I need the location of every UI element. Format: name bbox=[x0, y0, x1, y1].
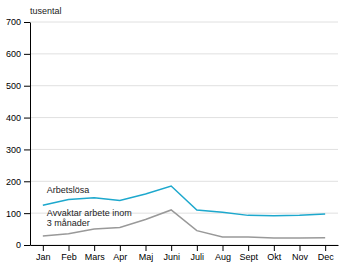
y-tick-mark bbox=[24, 22, 30, 23]
grid-line bbox=[30, 53, 338, 54]
y-tick-label: 100 bbox=[6, 209, 21, 219]
x-tick-label: Aug bbox=[215, 252, 231, 262]
y-tick-mark bbox=[24, 118, 30, 119]
x-tick: Okt bbox=[267, 245, 282, 262]
y-tick: 100 bbox=[6, 209, 30, 219]
x-tick-label: Juli bbox=[191, 252, 205, 262]
x-tick-mark bbox=[300, 245, 301, 251]
x-tick-mark bbox=[43, 245, 44, 251]
x-tick: Sept bbox=[239, 245, 258, 262]
x-tick: Apr bbox=[113, 245, 127, 262]
x-tick-mark bbox=[223, 245, 224, 251]
y-tick-mark bbox=[24, 86, 30, 87]
x-tick: Juli bbox=[191, 245, 205, 262]
x-tick-mark bbox=[248, 245, 249, 251]
x-tick-label: Apr bbox=[113, 252, 127, 262]
x-tick-label: Okt bbox=[267, 252, 282, 262]
grid-line bbox=[30, 22, 338, 23]
x-tick: Juni bbox=[163, 245, 180, 262]
x-tick-mark bbox=[120, 245, 121, 251]
y-tick-label: 400 bbox=[6, 113, 21, 123]
x-tick-mark bbox=[69, 245, 70, 251]
x-tick-mark bbox=[325, 245, 326, 251]
x-tick-label: Nov bbox=[292, 252, 309, 262]
grid-line bbox=[30, 85, 338, 86]
y-tick: 600 bbox=[6, 49, 30, 59]
grid bbox=[30, 22, 338, 245]
x-tick: Maj bbox=[139, 245, 154, 262]
x-tick-label: Maj bbox=[139, 252, 154, 262]
x-tick-label: Mars bbox=[85, 252, 105, 262]
y-tick-mark bbox=[24, 54, 30, 55]
x-tick-mark bbox=[274, 245, 275, 251]
y-tick: 200 bbox=[6, 177, 30, 187]
grid-line bbox=[30, 245, 338, 246]
x-tick-mark bbox=[197, 245, 198, 251]
y-tick-mark bbox=[24, 213, 30, 214]
y-tick: 400 bbox=[6, 113, 30, 123]
x-tick: Jan bbox=[36, 245, 51, 262]
y-tick: 300 bbox=[6, 145, 30, 155]
grid-line bbox=[30, 149, 338, 150]
x-axis-line bbox=[31, 245, 339, 246]
x-tick-label: Juni bbox=[163, 252, 180, 262]
y-tick-label: 0 bbox=[16, 240, 21, 250]
chart-container: 0 100 200 300 400 500 600 700 Jan Feb Mars Apr Maj Ju… bbox=[0, 0, 350, 267]
x-tick-mark bbox=[94, 245, 95, 251]
y-tick-label: 200 bbox=[6, 177, 21, 187]
x-tick: Aug bbox=[215, 245, 231, 262]
y-tick-mark bbox=[24, 181, 30, 182]
x-tick: Mars bbox=[85, 245, 105, 262]
y-tick: 500 bbox=[6, 81, 30, 91]
y-axis-title: tusental bbox=[30, 6, 62, 16]
x-axis: Jan Feb Mars Apr Maj Juni Juli Aug Sept Okt Nov Dec bbox=[31, 245, 339, 262]
y-tick-label: 700 bbox=[6, 17, 21, 27]
x-tick-mark bbox=[146, 245, 147, 251]
grid-line bbox=[30, 181, 338, 182]
annotation: Avvaktar arbete inom3 månader bbox=[47, 208, 132, 228]
y-axis: 0 100 200 300 400 500 600 700 bbox=[6, 17, 31, 250]
annotation: Arbetslösa bbox=[47, 185, 90, 195]
x-tick-label: Sept bbox=[239, 252, 258, 262]
x-tick: Nov bbox=[292, 245, 309, 262]
x-tick-label: Feb bbox=[61, 252, 77, 262]
x-tick-label: Dec bbox=[318, 252, 335, 262]
y-tick-mark bbox=[24, 245, 30, 246]
x-tick: Dec bbox=[318, 245, 335, 262]
y-tick-label: 500 bbox=[6, 81, 21, 91]
y-tick: 0 bbox=[16, 240, 30, 250]
x-tick-mark bbox=[171, 245, 172, 251]
y-tick: 700 bbox=[6, 17, 30, 27]
x-tick: Feb bbox=[61, 245, 77, 262]
y-tick-label: 600 bbox=[6, 49, 21, 59]
y-axis-line bbox=[30, 23, 31, 246]
y-tick-mark bbox=[24, 149, 30, 150]
grid-line bbox=[30, 117, 338, 118]
x-tick-label: Jan bbox=[36, 252, 51, 262]
chart-svg: 0 100 200 300 400 500 600 700 Jan Feb Mars Apr Maj Ju… bbox=[0, 0, 350, 267]
y-tick-label: 300 bbox=[6, 145, 21, 155]
